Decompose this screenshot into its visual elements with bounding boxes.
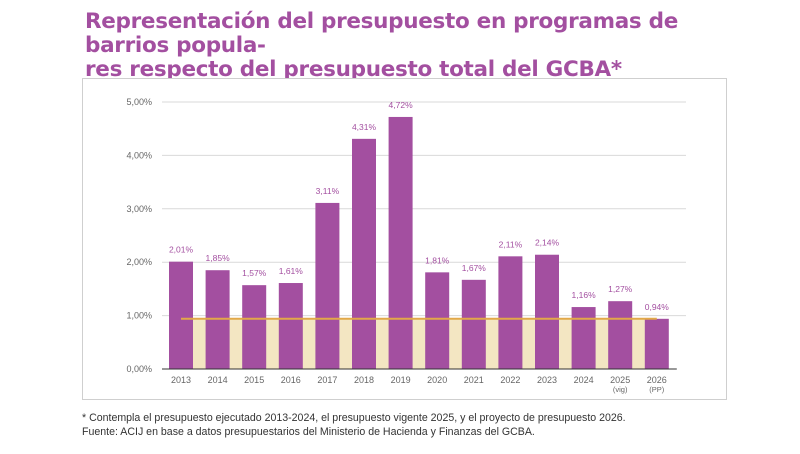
bar-2018 (352, 138, 376, 369)
x-tick-label: 2019 (391, 375, 411, 385)
x-tick-sublabel: (PP) (649, 385, 665, 394)
x-tick-label: 2013 (171, 375, 191, 385)
bar-2025 (608, 301, 633, 369)
y-tick-label: 2,00% (126, 257, 152, 267)
data-labels: 2,01% 1,85% 1,57% 1,61% 3,11% 4,31% 4,72% 1,81%… (169, 100, 669, 312)
data-label-2014: 1,85% (206, 253, 231, 263)
data-label-2022: 2,11% (499, 239, 523, 249)
x-tick-label: 2021 (464, 375, 484, 385)
bar-2024 (571, 307, 596, 369)
y-tick-label: 1,00% (126, 311, 152, 321)
bar-2017 (315, 202, 340, 369)
x-tick-label: 2023 (537, 375, 557, 385)
bar-2015 (242, 285, 267, 369)
bar-2021 (461, 279, 486, 369)
bar-2026 (644, 318, 669, 369)
y-tick-label: 5,00% (126, 97, 152, 107)
chart-title-line-1: Representación del presupuesto en progra… (85, 9, 678, 58)
data-label-2018: 4,31% (352, 122, 377, 132)
x-tick-label: 2015 (244, 375, 264, 385)
x-tick-label: 2016 (281, 375, 301, 385)
data-label-2026: 0,94% (645, 302, 670, 312)
x-tick-label: 2018 (354, 375, 374, 385)
data-label-2024: 1,16% (572, 290, 597, 300)
x-tick-sublabel: (vig) (613, 385, 628, 394)
bar-2023 (535, 254, 559, 369)
x-tick-label: 2022 (500, 375, 520, 385)
data-label-2023: 2,14% (535, 238, 560, 248)
chart-title-line-2: res respecto del presupuesto total del G… (85, 57, 622, 82)
bar-2022 (498, 256, 523, 369)
bars (169, 116, 669, 370)
bar-2020 (425, 272, 450, 369)
data-label-2020: 1,81% (425, 255, 450, 265)
x-tick-label: 2020 (427, 375, 447, 385)
bar-2016 (278, 283, 303, 369)
y-tick-label: 3,00% (126, 204, 152, 214)
footnote: * Contempla el presupuesto ejecutado 201… (82, 412, 782, 439)
x-tick-label: 2014 (208, 375, 228, 385)
data-label-2021: 1,67% (462, 263, 487, 273)
chart-title: Representación del presupuesto en progra… (85, 10, 725, 82)
data-label-2015: 1,57% (242, 268, 267, 278)
bar-2019 (388, 116, 413, 370)
x-tick-label: 2025 (610, 375, 630, 385)
x-tick-label: 2024 (574, 375, 594, 385)
y-tick-label: 0,00% (126, 364, 152, 374)
footnote-note: * Contempla el presupuesto ejecutado 201… (82, 412, 626, 424)
data-label-2016: 1,61% (279, 266, 304, 276)
data-label-2025: 1,27% (608, 284, 633, 294)
data-label-2019: 4,72% (389, 100, 414, 110)
data-label-2013: 2,01% (169, 245, 194, 255)
x-tick-label: 2017 (317, 375, 337, 385)
footnote-source: Fuente: ACIJ en base a datos presupuesta… (82, 425, 535, 438)
bar-2013 (169, 261, 193, 369)
axes: 0,00% 1,00% 2,00% 3,00% 4,00% 5,00% 2013 2014 20… (126, 97, 677, 394)
y-tick-label: 4,00% (126, 150, 152, 160)
data-label-2017: 3,11% (316, 186, 340, 196)
x-tick-label: 2026 (647, 375, 667, 385)
